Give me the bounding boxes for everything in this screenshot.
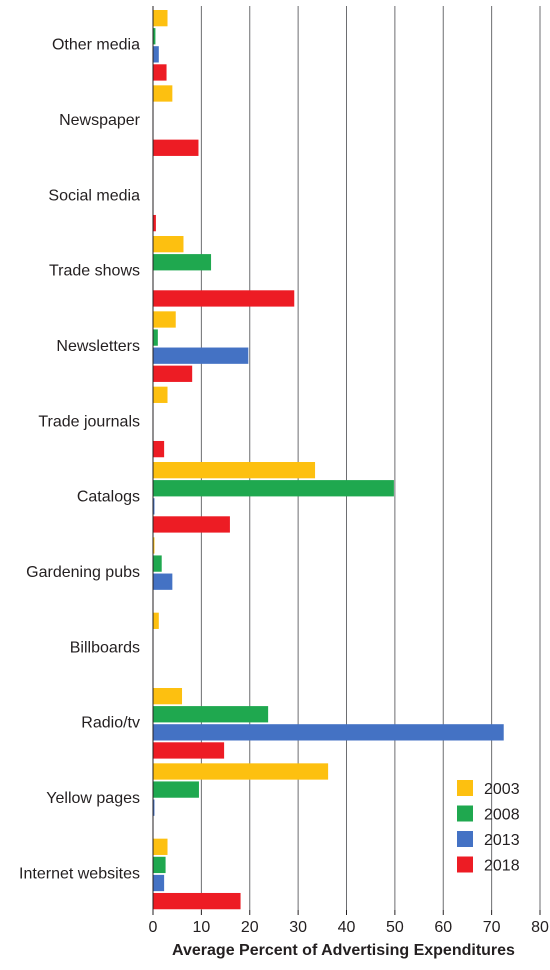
bar-2013-newsletters bbox=[153, 347, 249, 364]
legend-swatch-2003 bbox=[457, 780, 473, 796]
bar-2003-billboards bbox=[153, 612, 159, 629]
x-tick-labels: 0 10 20 30 40 50 60 70 80 bbox=[149, 919, 549, 936]
bar-2008-trade-shows bbox=[153, 254, 212, 271]
bar-2018-newsletters bbox=[153, 365, 193, 382]
bar-2008-other-media bbox=[153, 28, 156, 45]
bar-2003-yellow-pages bbox=[153, 763, 329, 780]
category-label: Internet websites bbox=[19, 865, 140, 882]
bar-2003-trade-journals bbox=[153, 386, 168, 403]
bar-2018-trade-journals bbox=[153, 440, 165, 458]
x-tick-label: 0 bbox=[149, 919, 158, 936]
bar-2013-gardening-pubs bbox=[153, 573, 173, 590]
category-label: Radio/tv bbox=[81, 715, 140, 732]
bar-2013-yellow-pages bbox=[153, 799, 155, 816]
legend-swatch-2008 bbox=[457, 805, 473, 822]
bar-2013-other-media bbox=[153, 46, 159, 63]
bar-2003-trade-shows bbox=[153, 236, 184, 253]
bar-2018-social-media bbox=[153, 214, 156, 232]
bar-2018-radio-tv bbox=[153, 742, 225, 759]
bar-2003-newsletters bbox=[153, 311, 176, 328]
bar-2018-other-media bbox=[153, 64, 167, 81]
legend-swatch-2013 bbox=[457, 831, 473, 847]
x-axis-title: Average Percent of Advertising Expenditu… bbox=[172, 942, 515, 959]
legend-label-2008: 2008 bbox=[484, 807, 520, 824]
category-label: Yellow pages bbox=[46, 790, 140, 807]
bar-2018-newspaper bbox=[153, 139, 199, 156]
category-label: Catalogs bbox=[77, 489, 140, 506]
bar-2018-internet-websites bbox=[153, 892, 241, 910]
bar-2008-catalogs bbox=[153, 480, 394, 497]
category-label: Social media bbox=[48, 187, 140, 204]
bar-2008-internet-websites bbox=[153, 856, 166, 874]
bar-2013-internet-websites bbox=[153, 874, 165, 892]
x-tick-label: 60 bbox=[434, 919, 452, 936]
bar-2003-catalogs bbox=[153, 462, 316, 479]
legend: 2003 2008 2013 2018 bbox=[457, 780, 520, 875]
x-tick-label: 50 bbox=[386, 919, 404, 936]
x-tick-label: 20 bbox=[241, 919, 259, 936]
bar-2003-other-media bbox=[153, 10, 168, 27]
bar-2008-yellow-pages bbox=[153, 781, 199, 798]
category-label: Billboards bbox=[70, 639, 140, 656]
bar-2003-internet-websites bbox=[153, 838, 168, 855]
bar-2013-radio-tv bbox=[153, 724, 504, 741]
bar-2003-radio-tv bbox=[153, 688, 183, 705]
x-tick-label: 80 bbox=[531, 919, 549, 936]
x-tick-label: 70 bbox=[483, 919, 501, 936]
category-label: Other media bbox=[52, 37, 140, 54]
category-label: Gardening pubs bbox=[26, 564, 140, 581]
legend-swatch-2018 bbox=[457, 856, 473, 873]
bar-2018-catalogs bbox=[153, 516, 230, 533]
x-tick-label: 40 bbox=[338, 919, 356, 936]
bar-2008-newsletters bbox=[153, 329, 158, 346]
category-label: Newsletters bbox=[56, 338, 140, 355]
x-tick-label: 30 bbox=[289, 919, 307, 936]
bar-2018-trade-shows bbox=[153, 290, 295, 307]
bar-2003-newspaper bbox=[153, 85, 173, 102]
category-labels: Other media Newspaper Social media Trade sh… bbox=[19, 37, 141, 883]
bars bbox=[153, 10, 504, 910]
legend-label-2018: 2018 bbox=[484, 858, 520, 875]
legend-label-2003: 2003 bbox=[484, 781, 520, 798]
bar-2008-radio-tv bbox=[153, 706, 269, 723]
category-label: Trade journals bbox=[38, 413, 140, 430]
bar-2003-gardening-pubs bbox=[153, 537, 155, 554]
bar-2008-gardening-pubs bbox=[153, 555, 162, 572]
legend-label-2013: 2013 bbox=[484, 832, 520, 849]
category-label: Newspaper bbox=[59, 112, 141, 129]
category-label: Trade shows bbox=[49, 263, 140, 280]
bar-2013-catalogs bbox=[153, 498, 155, 515]
grid-lines bbox=[152, 6, 541, 915]
x-tick-label: 10 bbox=[192, 919, 210, 936]
